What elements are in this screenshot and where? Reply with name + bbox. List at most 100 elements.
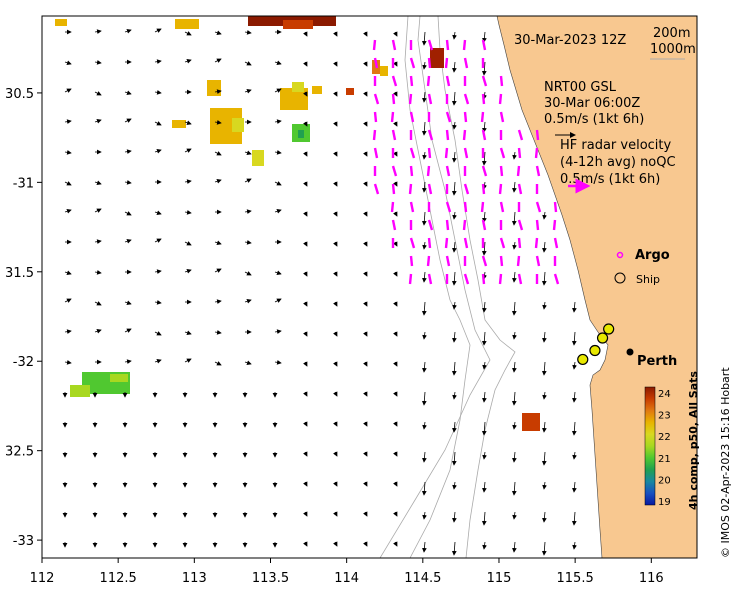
model-vector xyxy=(184,358,192,363)
model-vector xyxy=(393,511,398,517)
model-vector xyxy=(184,209,192,215)
model-vector xyxy=(333,451,338,457)
ship-marker xyxy=(603,323,615,335)
radar-vector xyxy=(408,93,413,105)
model-time: 30-Mar 06:00Z xyxy=(544,96,640,111)
colorbar-tick-label: 22 xyxy=(658,432,671,443)
model-vector xyxy=(333,271,338,277)
model-vector xyxy=(94,208,102,213)
radar-vector xyxy=(516,255,521,267)
model-vector xyxy=(422,61,427,70)
model-vector xyxy=(214,240,222,246)
model-vector xyxy=(451,451,457,466)
model-vector xyxy=(94,269,102,275)
date-label: 30-Mar-2023 12Z xyxy=(514,33,626,48)
model-vector xyxy=(154,299,162,305)
radar-vector xyxy=(463,93,470,105)
model-vector xyxy=(542,301,547,310)
x-tick-label: 113 xyxy=(182,571,207,586)
model-vector xyxy=(274,181,282,186)
model-vector xyxy=(452,31,457,40)
model-vector xyxy=(482,541,487,550)
radar-vector xyxy=(444,57,449,69)
model-vector xyxy=(393,421,398,427)
radar-vector xyxy=(427,147,432,159)
radar-vector xyxy=(517,273,523,285)
model-vector xyxy=(542,241,547,253)
colorbar-tick-label: 23 xyxy=(658,411,671,422)
radar-vector xyxy=(517,147,522,159)
model-vector xyxy=(64,119,72,125)
model-vector xyxy=(363,421,368,427)
x-tick-label: 112.5 xyxy=(100,571,137,586)
model-vector xyxy=(363,151,368,157)
model-vector xyxy=(124,90,132,96)
radar-vector xyxy=(481,129,487,141)
model-vector xyxy=(303,421,308,427)
model-vector xyxy=(542,481,547,490)
radar-vector xyxy=(534,237,539,249)
model-vector xyxy=(184,58,192,64)
radar-vector xyxy=(463,111,468,123)
model-vector xyxy=(274,270,282,276)
radar-vector xyxy=(426,255,431,267)
radar-vector xyxy=(427,237,432,249)
model-vector xyxy=(542,211,547,220)
model-vector xyxy=(363,361,368,367)
model-vector xyxy=(541,451,547,466)
model-vector xyxy=(94,29,102,35)
model-vector xyxy=(511,391,517,406)
radar-vector xyxy=(552,219,557,231)
argo-marker-icon xyxy=(616,251,624,259)
model-vector xyxy=(214,119,222,125)
model-vector xyxy=(333,241,338,247)
depth-200-label: 200m xyxy=(653,26,690,41)
model-vector xyxy=(421,211,427,226)
radar-vector xyxy=(481,183,486,195)
radar-vector xyxy=(481,219,487,231)
model-vector xyxy=(512,181,517,193)
model-vector xyxy=(571,331,577,346)
model-vector xyxy=(452,421,457,433)
radar-vector xyxy=(463,201,468,213)
radar-vector xyxy=(516,165,521,177)
model-vector xyxy=(363,481,368,487)
radar-vector xyxy=(373,147,379,159)
model-vector xyxy=(452,391,457,400)
x-tick-label: 114 xyxy=(334,571,359,586)
model-vector xyxy=(184,148,192,153)
model-vector xyxy=(154,148,162,154)
model-vector xyxy=(303,241,308,247)
model-vector xyxy=(124,149,132,155)
model-vector xyxy=(572,481,577,493)
model-vector xyxy=(333,61,338,67)
colorbar-ticks: 24 23 22 21 20 19 xyxy=(658,389,671,508)
model-vector xyxy=(481,61,487,76)
radar-vector xyxy=(481,255,488,267)
model-vector xyxy=(512,511,517,520)
model-vector xyxy=(333,301,338,307)
model-vector xyxy=(451,181,457,196)
model-vector xyxy=(481,421,487,436)
model-vector xyxy=(393,391,398,397)
model-vector xyxy=(303,511,308,517)
radar-vector xyxy=(553,201,558,213)
x-tick-label: 116 xyxy=(639,571,664,586)
model-vector xyxy=(512,451,517,463)
model-vector xyxy=(214,30,222,36)
radar-vector xyxy=(517,183,523,195)
model-vector xyxy=(303,181,308,187)
model-vector xyxy=(363,31,368,37)
model-vector xyxy=(184,330,192,336)
model-vector xyxy=(363,331,368,337)
model-vector xyxy=(214,178,222,184)
model-vector xyxy=(94,301,102,306)
model-vector xyxy=(303,91,308,97)
colorbar xyxy=(644,386,656,506)
model-vector xyxy=(333,151,338,157)
radar-vector xyxy=(409,111,415,123)
model-vector xyxy=(481,151,487,166)
model-vector xyxy=(512,541,517,553)
radar-vector xyxy=(444,147,449,159)
